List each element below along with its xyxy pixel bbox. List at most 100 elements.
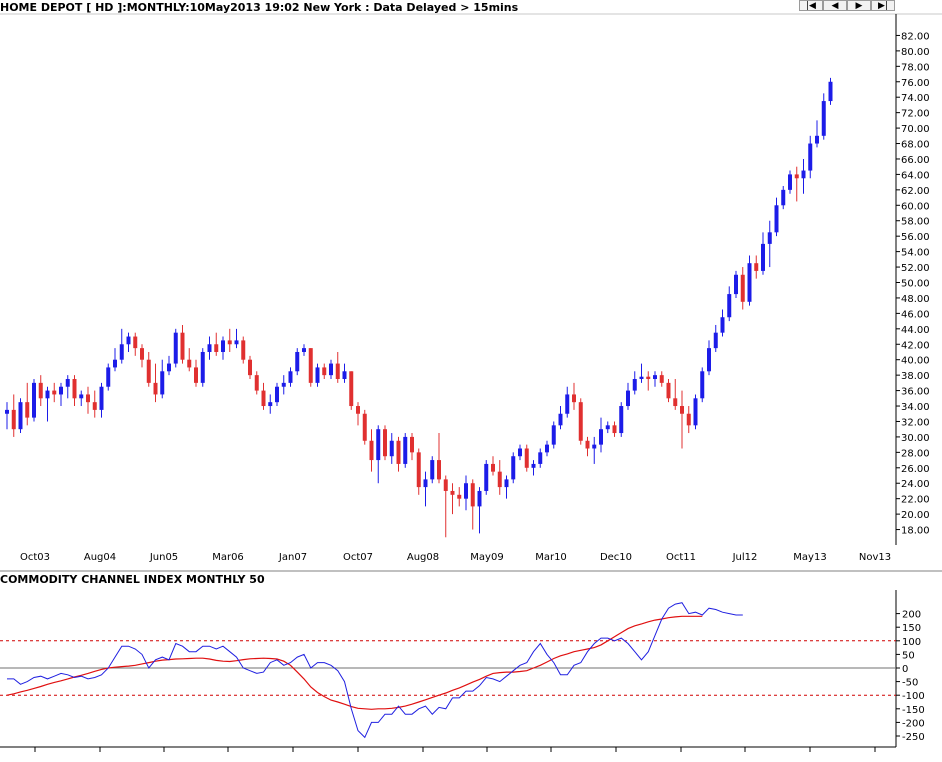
candle-body [572, 394, 576, 403]
candle-body [788, 174, 792, 190]
candle-body [457, 494, 462, 499]
next-page-button[interactable]: ▶ [847, 0, 871, 11]
candle-body [666, 382, 671, 399]
price-tick-label: 62.00 [901, 186, 930, 197]
candle-body [99, 386, 104, 410]
first-page-button[interactable]: |◀ [799, 0, 823, 11]
candle-body [491, 463, 495, 472]
candle-body [727, 294, 732, 318]
cci-line [7, 602, 743, 739]
price-tick-label: 28.00 [901, 448, 930, 459]
candle-body [504, 479, 509, 488]
candle-body [700, 371, 705, 399]
candle-body [308, 348, 313, 383]
candle-body [538, 452, 543, 464]
price-tick-label: 30.00 [901, 433, 930, 444]
date-label: Jan07 [278, 552, 307, 563]
price-tick-label: 82.00 [901, 31, 930, 42]
candle-body [430, 460, 435, 480]
candle-body [720, 317, 725, 333]
price-tick-label: 48.00 [901, 294, 930, 305]
candle-body [288, 371, 293, 383]
price-tick-label: 26.00 [901, 464, 930, 475]
candle-body [362, 413, 367, 441]
candle-body [79, 394, 84, 399]
candle-body [599, 429, 603, 445]
cci-tick-label: 100 [902, 637, 921, 648]
price-tick-label: 36.00 [901, 387, 930, 398]
candle-body [754, 263, 759, 271]
candle-body [815, 135, 819, 144]
candle-body [52, 390, 57, 395]
price-tick-label: 56.00 [901, 232, 930, 243]
price-tick-label: 40.00 [901, 356, 930, 367]
candle-body [167, 363, 171, 372]
cci-axis: 200 150 100 50 0 -50 -100 -150 -200 -250 [896, 610, 925, 743]
candle-body [11, 409, 16, 430]
candle-body [659, 375, 664, 383]
candle-body [653, 375, 657, 380]
candle-body [396, 440, 401, 464]
candle-body [119, 344, 124, 360]
candle-body [268, 402, 273, 407]
price-tick-label: 64.00 [901, 170, 930, 181]
chart-title: HOME DEPOT [ HD ]:MONTHLY:10May2013 19:0… [0, 1, 519, 14]
candle-body [707, 348, 711, 372]
candle-body [612, 425, 617, 434]
price-tick-label: 42.00 [901, 340, 930, 351]
candle-body [234, 340, 239, 345]
candle-body [808, 143, 813, 171]
price-tick-label: 72.00 [901, 109, 930, 120]
candle-body [531, 463, 536, 468]
candle-body [464, 483, 468, 499]
candle-body [450, 490, 455, 495]
price-tick-label: 18.00 [901, 526, 930, 537]
date-label: Mar10 [535, 552, 567, 563]
candle-body [302, 348, 306, 352]
candle-body [295, 351, 300, 372]
candle-body [437, 460, 441, 480]
candle-body [801, 170, 806, 179]
date-label: Oct11 [666, 552, 696, 563]
price-tick-label: 76.00 [901, 78, 930, 89]
price-tick-label: 20.00 [901, 510, 930, 521]
last-page-button[interactable]: ▶| [871, 0, 895, 11]
cci-tick-label: 0 [902, 664, 908, 675]
candle-body [484, 463, 489, 491]
date-label: Oct07 [343, 552, 373, 563]
price-tick-label: 58.00 [901, 217, 930, 228]
candle-body [140, 348, 144, 360]
candle-body [551, 425, 556, 445]
candle-body [734, 274, 738, 295]
candle-body [794, 174, 799, 179]
candle-body [403, 436, 408, 464]
candle-body [113, 359, 117, 368]
cci-tick-label: -100 [902, 691, 925, 702]
candle-body [254, 375, 259, 391]
candle-body [646, 376, 651, 380]
date-label: May09 [470, 552, 503, 563]
price-tick-label: 74.00 [901, 93, 930, 104]
candle-body [126, 336, 131, 345]
candle-body [221, 340, 225, 352]
price-tick-label: 68.00 [901, 140, 930, 151]
cci-tick-label: 200 [902, 610, 921, 621]
price-axis: 82.00 80.00 78.00 76.00 74.00 72.00 70.00 68.00… [896, 31, 930, 537]
date-label: Nov13 [859, 552, 891, 563]
candle-body [416, 452, 421, 488]
candle-body [585, 440, 590, 449]
candle-body [376, 429, 381, 461]
date-label: Oct03 [20, 552, 50, 563]
price-tick-label: 22.00 [901, 495, 930, 506]
candle-body [605, 425, 610, 430]
cci-tick-label: -200 [902, 718, 925, 729]
previous-page-button[interactable]: ◀ [823, 0, 847, 11]
candle-body [673, 398, 678, 407]
candle-body [133, 336, 138, 349]
candle-body [72, 379, 77, 399]
price-tick-label: 54.00 [901, 248, 930, 259]
cci-tick-label: 50 [902, 650, 915, 661]
price-tick-label: 34.00 [901, 402, 930, 413]
candle-body [477, 490, 482, 507]
candle-body [180, 332, 185, 360]
